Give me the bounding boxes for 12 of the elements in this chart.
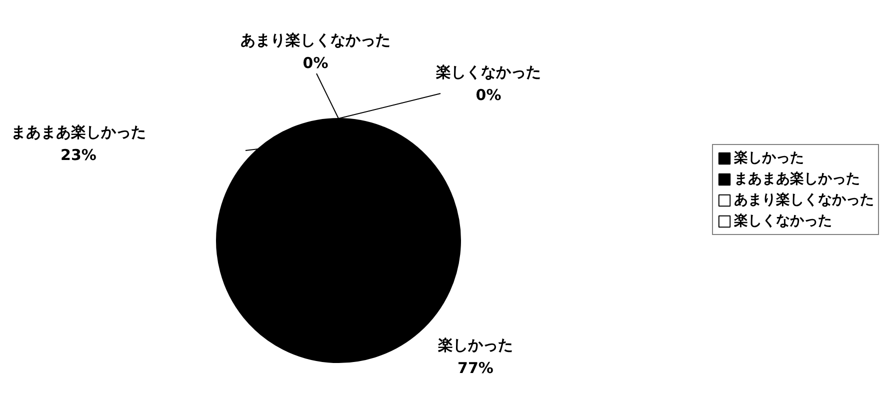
text: 0% xyxy=(476,86,502,104)
slice-label: 楽しかった xyxy=(437,336,513,354)
text: 0% xyxy=(302,54,328,72)
data-label: 23% xyxy=(60,146,96,164)
legend-label: 楽しくなかった xyxy=(734,212,832,230)
data-label: 77% xyxy=(458,359,494,378)
slice-label: まあまあ楽しかった xyxy=(11,122,146,141)
legend-label: 楽しかった xyxy=(734,149,804,167)
legend-label: あまり楽しくなかった xyxy=(734,191,874,209)
category-label: あまり楽しくなかった xyxy=(240,30,390,49)
legend-label: まあまあ楽しかった xyxy=(734,170,860,188)
category-label: 楽しくなかった xyxy=(436,62,541,81)
